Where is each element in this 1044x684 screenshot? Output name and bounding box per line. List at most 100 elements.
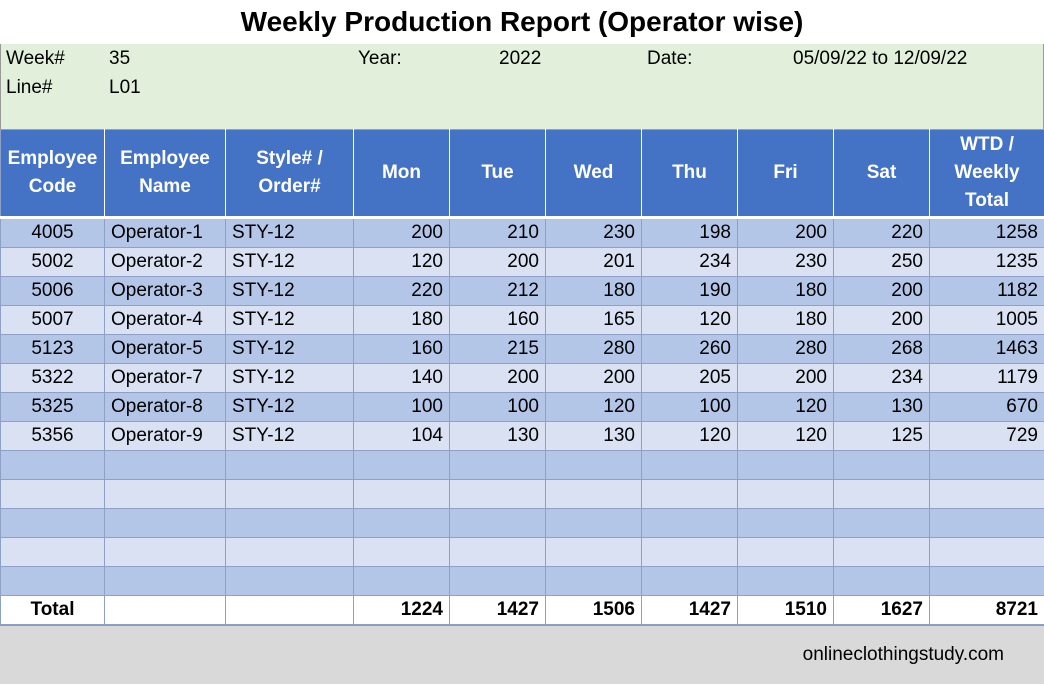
cell-total: 1258 xyxy=(930,218,1044,248)
cell-style: STY-12 xyxy=(226,393,354,422)
empty-cell xyxy=(226,480,354,509)
cell-style: STY-12 xyxy=(226,248,354,277)
cell-mon: 160 xyxy=(354,335,450,364)
cell-total: 729 xyxy=(930,422,1044,451)
cell-tue: 100 xyxy=(450,393,546,422)
cell-code: 5007 xyxy=(1,306,105,335)
line-label: Line# xyxy=(6,77,53,99)
empty-cell xyxy=(930,509,1044,538)
cell-sat: 130 xyxy=(834,393,930,422)
cell-mon: 180 xyxy=(354,306,450,335)
total-label: Total xyxy=(1,596,105,625)
cell-thu: 205 xyxy=(642,364,738,393)
cell-style: STY-12 xyxy=(226,306,354,335)
empty-row xyxy=(1,480,1044,509)
table-row: 4005 Operator-1 STY-12 200 210 230 198 2… xyxy=(1,218,1044,248)
empty-cell xyxy=(642,538,738,567)
cell-code: 5006 xyxy=(1,277,105,306)
cell-sat: 268 xyxy=(834,335,930,364)
empty-row xyxy=(1,451,1044,480)
empty-cell xyxy=(105,451,226,480)
empty-cell xyxy=(1,538,105,567)
empty-cell xyxy=(642,509,738,538)
cell-style: STY-12 xyxy=(226,364,354,393)
cell-name: Operator-8 xyxy=(105,393,226,422)
table-row: 5002 Operator-2 STY-12 120 200 201 234 2… xyxy=(1,248,1044,277)
cell-sat: 234 xyxy=(834,364,930,393)
empty-cell xyxy=(354,480,450,509)
empty-cell xyxy=(226,509,354,538)
cell-name: Operator-1 xyxy=(105,218,226,248)
empty-cell xyxy=(642,451,738,480)
col-wed: Wed xyxy=(546,130,642,218)
empty-cell xyxy=(930,451,1044,480)
cell-fri: 120 xyxy=(738,422,834,451)
cell-sat: 220 xyxy=(834,218,930,248)
col-employee-code: Employee Code xyxy=(1,130,105,218)
empty-cell xyxy=(546,451,642,480)
cell-wed: 120 xyxy=(546,393,642,422)
table-row: 5007 Operator-4 STY-12 180 160 165 120 1… xyxy=(1,306,1044,335)
empty-cell xyxy=(105,509,226,538)
cell-name: Operator-7 xyxy=(105,364,226,393)
col-thu: Thu xyxy=(642,130,738,218)
cell-wed: 280 xyxy=(546,335,642,364)
empty-cell xyxy=(105,480,226,509)
col-style-order: Style# / Order# xyxy=(226,130,354,218)
cell-name: Operator-4 xyxy=(105,306,226,335)
empty-cell xyxy=(450,509,546,538)
empty-cell xyxy=(450,567,546,596)
cell-style: STY-12 xyxy=(226,422,354,451)
cell-wed: 201 xyxy=(546,248,642,277)
empty-cell xyxy=(738,451,834,480)
cell-thu: 260 xyxy=(642,335,738,364)
empty-cell xyxy=(834,480,930,509)
empty-cell xyxy=(450,480,546,509)
cell-fri: 180 xyxy=(738,277,834,306)
cell-thu: 198 xyxy=(642,218,738,248)
total-thu: 1427 xyxy=(642,596,738,625)
footer-bar: onlineclothingstudy.com xyxy=(0,625,1044,684)
cell-mon: 140 xyxy=(354,364,450,393)
table-row: 5356 Operator-9 STY-12 104 130 130 120 1… xyxy=(1,422,1044,451)
cell-total: 1235 xyxy=(930,248,1044,277)
total-sat: 1627 xyxy=(834,596,930,625)
empty-cell xyxy=(1,451,105,480)
empty-row xyxy=(1,538,1044,567)
cell-tue: 215 xyxy=(450,335,546,364)
report-info-panel: Week# 35 Year: 2022 Date: 05/09/22 to 12… xyxy=(0,44,1044,129)
cell-code: 5356 xyxy=(1,422,105,451)
cell-name: Operator-5 xyxy=(105,335,226,364)
cell-sat: 200 xyxy=(834,277,930,306)
cell-code: 4005 xyxy=(1,218,105,248)
total-fri: 1510 xyxy=(738,596,834,625)
table-row: 5123 Operator-5 STY-12 160 215 280 260 2… xyxy=(1,335,1044,364)
cell-code: 5123 xyxy=(1,335,105,364)
cell-wed: 180 xyxy=(546,277,642,306)
empty-cell xyxy=(834,538,930,567)
table-row: 5325 Operator-8 STY-12 100 100 120 100 1… xyxy=(1,393,1044,422)
cell-style: STY-12 xyxy=(226,335,354,364)
col-mon: Mon xyxy=(354,130,450,218)
cell-name: Operator-2 xyxy=(105,248,226,277)
empty-cell xyxy=(930,480,1044,509)
cell-sat: 250 xyxy=(834,248,930,277)
total-tue: 1427 xyxy=(450,596,546,625)
empty-cell xyxy=(546,567,642,596)
empty-cell xyxy=(546,509,642,538)
cell-sat: 200 xyxy=(834,306,930,335)
line-value: L01 xyxy=(109,77,141,99)
empty-cell xyxy=(738,538,834,567)
cell-total: 670 xyxy=(930,393,1044,422)
cell-thu: 100 xyxy=(642,393,738,422)
cell-wed: 130 xyxy=(546,422,642,451)
empty-cell xyxy=(354,451,450,480)
empty-cell xyxy=(226,538,354,567)
week-label: Week# xyxy=(6,48,65,70)
empty-cell xyxy=(546,480,642,509)
empty-cell xyxy=(1,480,105,509)
cell-fri: 200 xyxy=(738,218,834,248)
cell-mon: 100 xyxy=(354,393,450,422)
cell-total: 1182 xyxy=(930,277,1044,306)
